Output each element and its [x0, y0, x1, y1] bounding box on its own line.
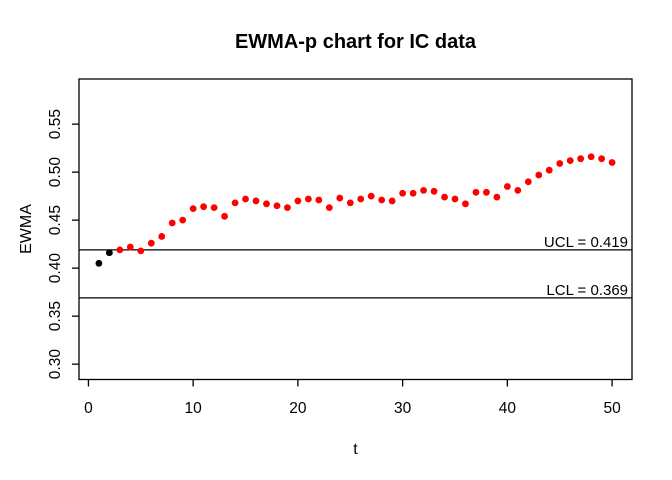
x-tick-label: 10 — [185, 400, 203, 417]
data-point — [483, 188, 490, 196]
data-point — [493, 193, 501, 201]
data-point — [231, 199, 239, 207]
data-point — [357, 195, 365, 203]
data-point — [514, 186, 522, 194]
data-point — [430, 187, 438, 195]
data-point — [200, 203, 208, 211]
data-point — [210, 204, 218, 212]
data-point — [399, 189, 407, 197]
data-point — [284, 204, 291, 212]
y-tick-label: 0.30 — [47, 349, 64, 380]
data-point — [116, 246, 124, 254]
data-point — [388, 197, 396, 205]
data-point — [158, 233, 166, 240]
data-point — [336, 194, 344, 202]
data-point — [420, 186, 427, 194]
data-point — [503, 183, 511, 190]
data-point — [598, 155, 606, 163]
data-point — [441, 193, 448, 201]
data-point — [451, 195, 459, 203]
data-point — [273, 202, 281, 210]
data-point — [242, 195, 249, 203]
data-point — [472, 188, 480, 196]
chart-title: EWMA-p chart for IC data — [234, 31, 477, 53]
y-tick-label: 0.55 — [47, 109, 64, 139]
y-axis-title: EWMA — [18, 204, 35, 254]
data-point — [263, 200, 270, 208]
data-point — [566, 157, 574, 165]
data-point — [179, 216, 187, 224]
data-point — [587, 153, 595, 161]
x-tick-label: 20 — [289, 400, 307, 417]
data-point — [105, 249, 113, 257]
data-point — [315, 196, 323, 204]
x-tick-label: 40 — [499, 400, 517, 417]
y-tick-label: 0.50 — [47, 157, 64, 188]
data-point — [378, 196, 386, 204]
data-point — [535, 171, 543, 179]
data-point — [556, 160, 564, 167]
data-point — [189, 205, 197, 213]
data-point — [95, 259, 103, 267]
data-point — [147, 239, 155, 247]
data-point — [409, 189, 417, 197]
x-tick-label: 50 — [603, 400, 621, 417]
data-point — [367, 192, 375, 200]
data-point — [524, 178, 532, 186]
data-point — [221, 212, 228, 220]
data-point — [577, 155, 585, 163]
y-tick-label: 0.40 — [47, 253, 64, 284]
data-point — [462, 200, 469, 208]
data-point — [294, 197, 302, 205]
y-tick-label: 0.45 — [47, 205, 64, 235]
data-point — [252, 197, 260, 205]
x-tick-label: 0 — [84, 400, 93, 417]
x-tick-label: 30 — [394, 400, 412, 417]
data-point — [304, 195, 312, 203]
data-point — [346, 199, 354, 207]
data-point — [608, 159, 616, 166]
lcl-label: LCL = 0.369 — [546, 282, 628, 299]
x-axis-title: t — [353, 441, 358, 458]
data-point — [168, 219, 176, 227]
ucl-label: UCL = 0.419 — [543, 234, 628, 251]
y-tick-label: 0.35 — [47, 301, 64, 331]
plot-box — [78, 78, 633, 381]
data-point — [126, 243, 134, 251]
data-point — [137, 247, 145, 255]
data-point — [545, 166, 553, 174]
data-point — [325, 204, 333, 212]
